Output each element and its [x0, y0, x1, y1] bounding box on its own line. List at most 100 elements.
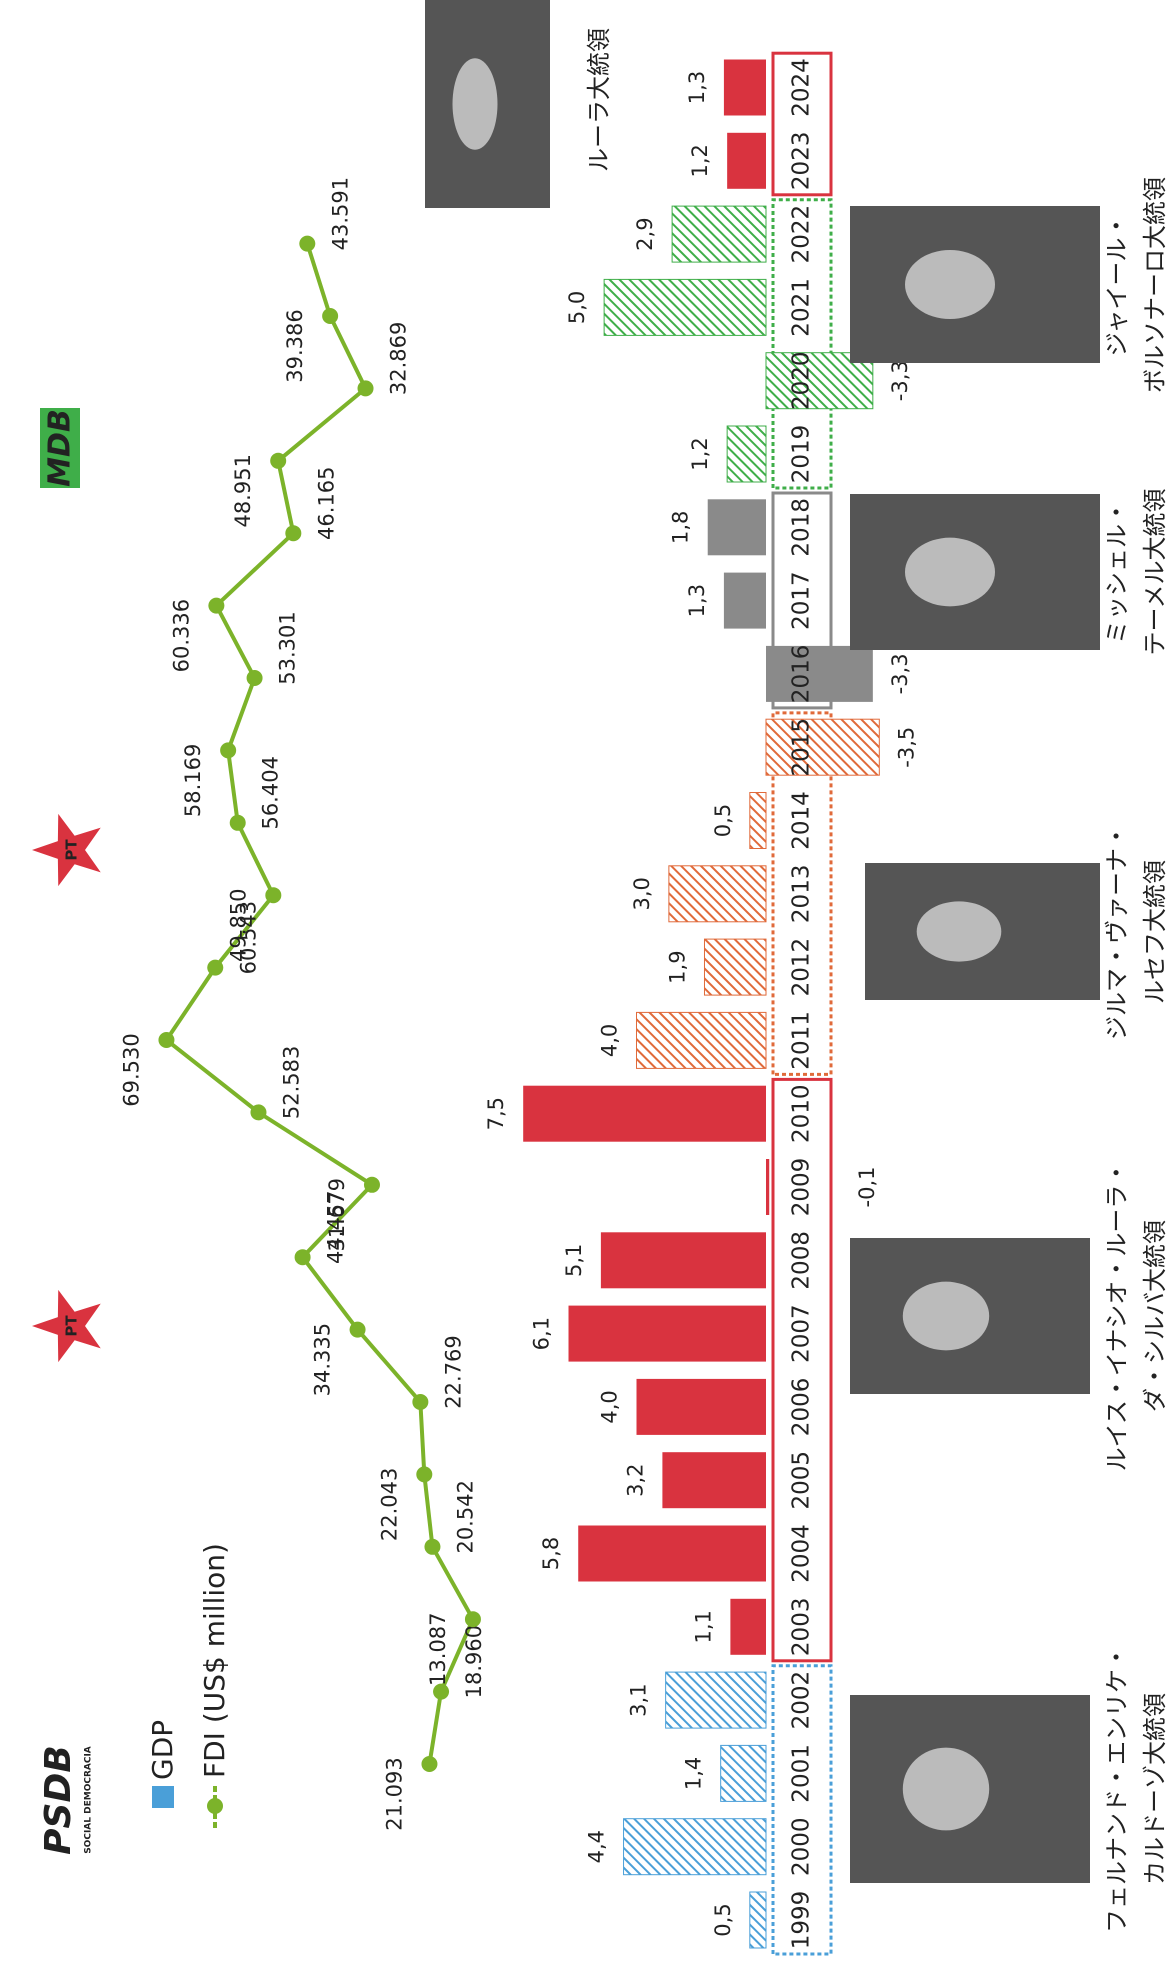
value-label: 3,1 [627, 1683, 651, 1716]
value-label: 4,0 [598, 1390, 622, 1423]
legend-label: FDI (US$ million) [198, 1543, 231, 1778]
year-label: 2005 [789, 1451, 815, 1510]
bar [636, 1378, 766, 1435]
fdi-point [363, 1176, 380, 1193]
year-label: 2001 [789, 1744, 815, 1803]
bar [600, 1232, 767, 1289]
value-label: 1,4 [682, 1757, 706, 1790]
bar [723, 572, 766, 629]
year-label: 2003 [789, 1598, 815, 1657]
bar [766, 645, 873, 702]
portrait-face [905, 249, 995, 320]
fdi-label: 49.850 [226, 888, 250, 961]
year-label: 2012 [789, 938, 815, 997]
fdi-label: 20.542 [453, 1480, 477, 1553]
value-label: 0,5 [711, 1903, 735, 1936]
year-label: 2023 [789, 132, 815, 191]
fdi-label: 13.087 [426, 1612, 450, 1685]
fdi-point [220, 742, 237, 759]
portrait-face [452, 58, 498, 150]
value-label: 1,1 [691, 1610, 715, 1643]
year-label: 2010 [789, 1084, 815, 1143]
year-label: 1999 [789, 1891, 815, 1950]
fdi-point [246, 670, 263, 686]
bar [603, 278, 767, 336]
mdb-flag [40, 408, 80, 488]
bar [749, 1891, 767, 1949]
portrait-face [905, 537, 995, 607]
bar [765, 352, 874, 410]
president-caption: フェルナンド・エンリケ・ [1103, 1645, 1131, 1933]
bar [623, 1818, 767, 1876]
portrait-face [902, 1281, 990, 1351]
year-label: 2011 [789, 1011, 815, 1070]
value-label: 1,3 [685, 584, 709, 617]
bar [668, 865, 767, 923]
portrait-face [916, 901, 1002, 962]
fdi-label: 22.043 [377, 1468, 401, 1541]
fdi-point [357, 380, 374, 397]
fdi-point [412, 1394, 429, 1410]
pt-star [32, 813, 101, 887]
fdi-label: 69.530 [119, 1033, 143, 1106]
fdi-label: 43.591 [328, 177, 352, 250]
fdi-label: 56.404 [259, 756, 283, 829]
fdi-point [299, 235, 316, 252]
legend-marker [207, 1798, 223, 1814]
logo-pt: PT [63, 1315, 81, 1337]
bar [665, 1671, 767, 1729]
pt-star [32, 1289, 101, 1363]
year-label: 2024 [789, 58, 815, 117]
year-label: 2017 [789, 571, 815, 630]
value-label: 1,8 [669, 511, 693, 544]
fdi-point [424, 1538, 441, 1555]
value-label: 1,2 [688, 437, 712, 470]
bar [765, 718, 880, 776]
fdi-label: 48.951 [231, 454, 255, 527]
year-label: 2019 [789, 425, 815, 484]
president-caption: テーメル大統領 [1141, 488, 1169, 655]
fdi-label: 60.543 [236, 901, 260, 974]
fdi-label: 21.093 [382, 1757, 406, 1830]
portrait-face [902, 1747, 990, 1831]
period-box [771, 1664, 833, 1956]
period-box [771, 1077, 833, 1663]
fdi-label: 39.386 [283, 309, 307, 382]
president-caption: ダ・シルバ大統領 [1141, 1220, 1169, 1412]
fdi-point [433, 1683, 450, 1700]
legend-swatch [152, 1786, 174, 1808]
fdi-point [270, 452, 287, 469]
bar [723, 59, 766, 116]
bar [662, 1452, 767, 1509]
logo-psdb: PSDB [38, 1745, 79, 1855]
fdi-label: 34.335 [311, 1323, 335, 1396]
value-label: 5,1 [562, 1244, 586, 1277]
year-label: 2021 [789, 278, 815, 337]
fdi-point [285, 525, 302, 542]
year-label: 2015 [789, 718, 815, 777]
president-caption: ジャイール・ [1103, 214, 1131, 357]
value-label: 1,3 [685, 71, 709, 104]
president-caption: ルーラ大統領 [585, 28, 613, 172]
bar [727, 132, 767, 189]
year-label: 2002 [789, 1671, 815, 1730]
year-label: 2008 [789, 1231, 815, 1290]
bar [730, 1598, 767, 1655]
fdi-point [250, 1104, 267, 1121]
bar [726, 425, 767, 483]
fdi-point [294, 1249, 311, 1266]
bar [671, 205, 767, 263]
fdi-point [265, 887, 282, 904]
fdi-label: 22.769 [441, 1335, 465, 1408]
president-caption: ジルマ・ヴァーナ・ [1103, 824, 1131, 1040]
fdi-label: 53.301 [276, 611, 300, 684]
fdi-point [421, 1756, 438, 1772]
fdi-point [322, 308, 339, 324]
year-label: 2020 [789, 351, 815, 410]
value-label: 4,0 [598, 1024, 622, 1057]
value-label: 7,5 [484, 1097, 508, 1130]
bar [707, 499, 766, 556]
fdi-point [229, 814, 246, 831]
fdi-label: 58.169 [181, 744, 205, 817]
